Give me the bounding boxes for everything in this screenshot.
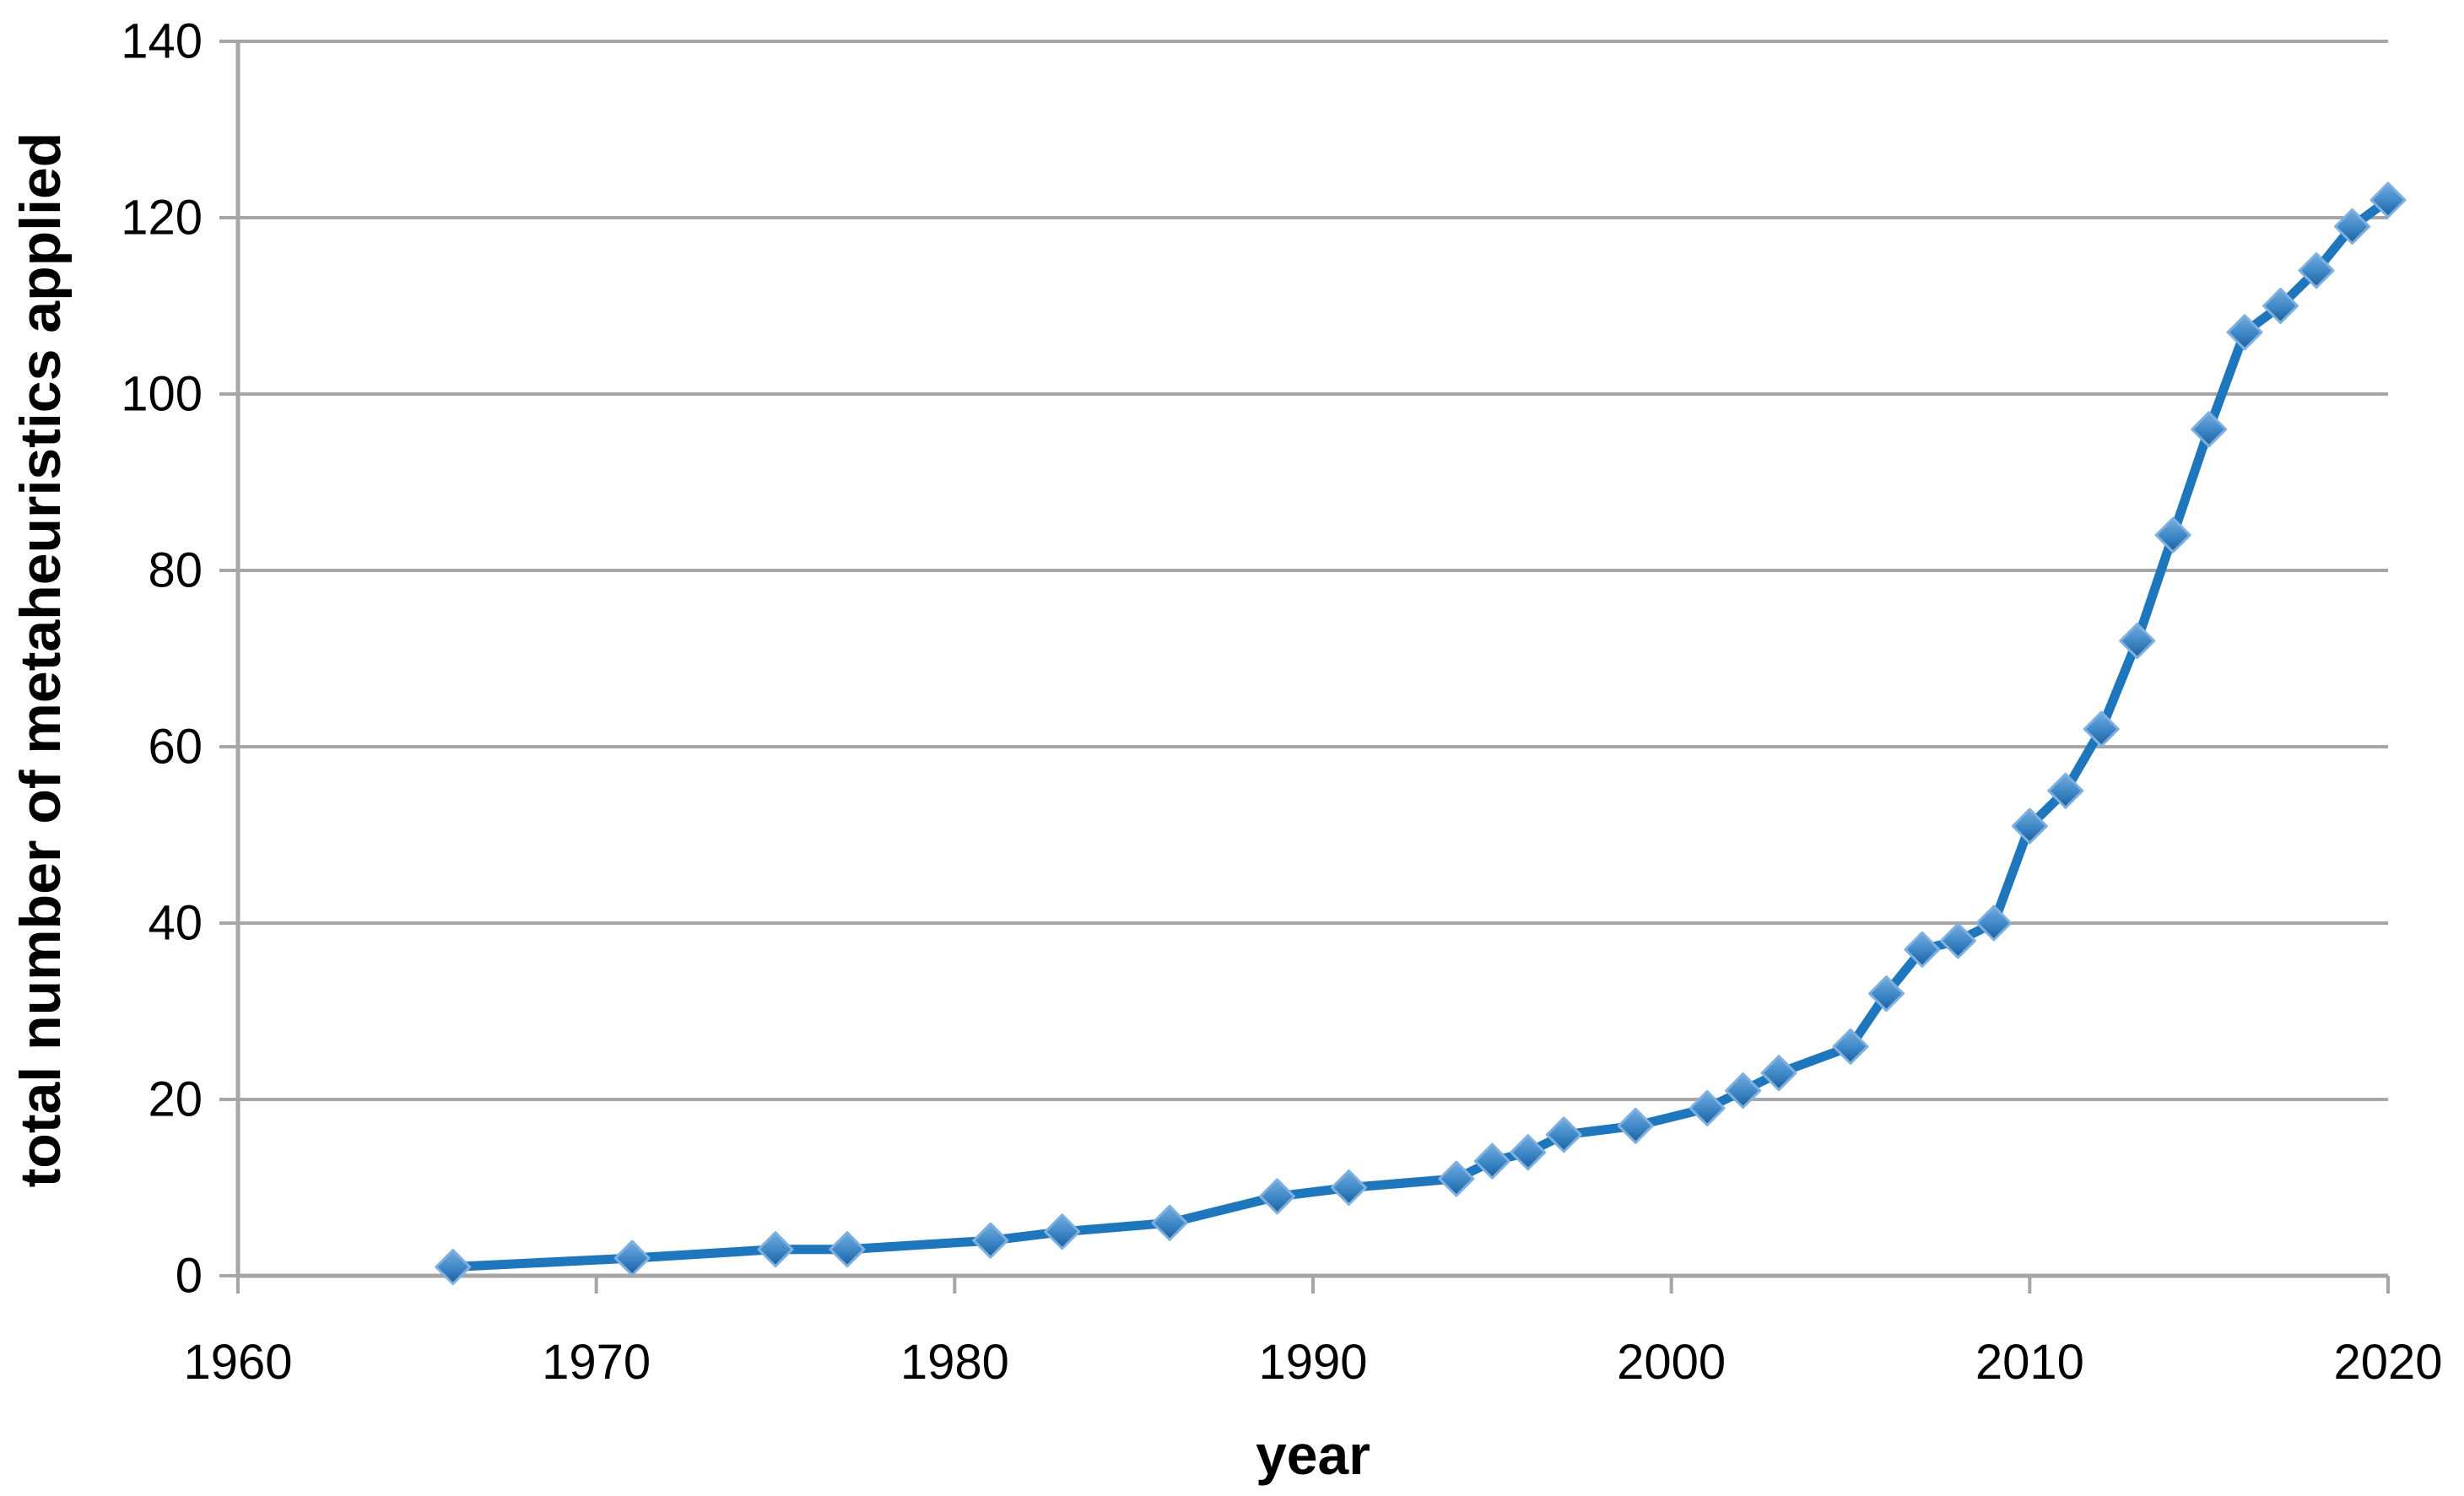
y-tick-label-20: 20 <box>148 1072 203 1127</box>
data-point-marker-1966 <box>435 1249 472 1286</box>
y-tick-label-100: 100 <box>121 367 203 422</box>
x-axis-title: year <box>1256 1423 1370 1486</box>
data-point-marker-2010 <box>2011 807 2048 845</box>
data-point-marker-1994 <box>1438 1160 1475 1197</box>
data-point-marker-2001 <box>1689 1089 1726 1126</box>
data-point-marker-2014 <box>2154 516 2191 554</box>
data-point-marker-2007 <box>1904 931 1941 968</box>
data-point-marker-1975 <box>757 1231 794 1268</box>
data-point-marker-1996 <box>1510 1134 1547 1171</box>
data-point-marker-2011 <box>2047 772 2084 809</box>
data-point-marker-2009 <box>1975 905 2013 942</box>
y-tick-label-80: 80 <box>148 543 203 598</box>
data-point-marker-2005 <box>1832 1028 1869 1065</box>
x-tick-label-2000: 2000 <box>1617 1335 1726 1390</box>
data-point-marker-1991 <box>1330 1169 1367 1206</box>
y-tick-label-60: 60 <box>148 720 203 775</box>
data-point-marker-1997 <box>1545 1116 1582 1153</box>
data-point-marker-1971 <box>613 1239 651 1277</box>
x-tick-label-1990: 1990 <box>1258 1335 1367 1390</box>
x-tick-label-2020: 2020 <box>2333 1335 2442 1390</box>
data-point-marker-1999 <box>1617 1107 1654 1144</box>
data-point-marker-1986 <box>1151 1204 1188 1241</box>
data-point-marker-2018 <box>2298 252 2335 289</box>
x-tick-label-1980: 1980 <box>900 1335 1009 1390</box>
data-point-marker-1977 <box>829 1231 866 1268</box>
x-tick-label-2010: 2010 <box>1975 1335 2084 1390</box>
x-tick-label-1960: 1960 <box>183 1335 292 1390</box>
y-tick-label-140: 140 <box>121 14 203 69</box>
data-point-marker-1981 <box>972 1222 1009 1259</box>
data-point-marker-1995 <box>1473 1142 1510 1180</box>
data-point-marker-2017 <box>2262 288 2299 324</box>
y-tick-label-0: 0 <box>176 1249 203 1304</box>
y-axis-title: total number of metaheuristics applied <box>8 132 73 1188</box>
data-point-marker-2003 <box>1760 1055 1797 1092</box>
y-tick-label-40: 40 <box>148 896 203 951</box>
x-tick-label-1970: 1970 <box>542 1335 651 1390</box>
data-point-marker-2020 <box>2369 181 2407 219</box>
data-point-marker-2016 <box>2226 314 2263 351</box>
data-point-marker-2019 <box>2334 208 2371 245</box>
data-point-marker-1983 <box>1044 1213 1081 1250</box>
data-point-marker-2002 <box>1725 1072 1762 1110</box>
data-point-marker-2008 <box>1939 922 1976 959</box>
data-point-marker-2012 <box>2083 710 2120 748</box>
data-point-marker-2006 <box>1867 975 1905 1013</box>
data-point-marker-2013 <box>2119 623 2156 660</box>
y-tick-label-120: 120 <box>121 191 203 246</box>
data-point-marker-1989 <box>1259 1178 1296 1215</box>
data-point-marker-2015 <box>2191 411 2228 448</box>
